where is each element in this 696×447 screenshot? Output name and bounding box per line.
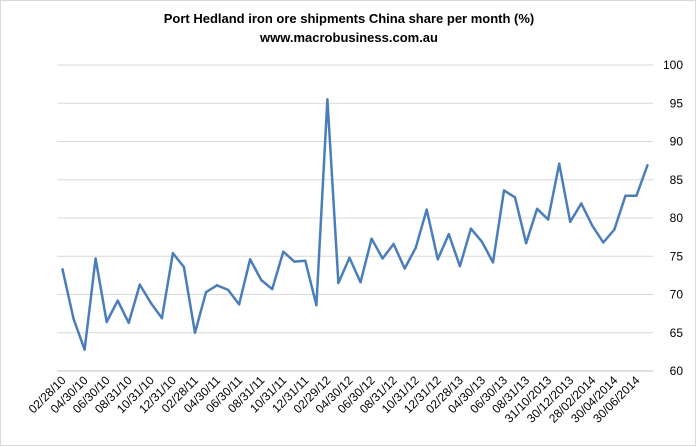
data-point — [237, 303, 241, 306]
data-point — [94, 257, 97, 260]
data-point — [624, 194, 627, 198]
chart-title: Port Hedland iron ore shipments China sh… — [163, 11, 535, 26]
data-point — [359, 281, 362, 284]
y-tick-label: 80 — [670, 211, 684, 225]
data-point — [149, 301, 153, 305]
y-tick-label: 90 — [670, 135, 684, 149]
data-point — [381, 257, 384, 260]
data-point — [315, 304, 318, 307]
data-point — [546, 218, 550, 221]
data-point — [72, 317, 75, 321]
data-point — [480, 240, 484, 243]
data-point — [127, 321, 130, 325]
y-tick-label: 85 — [670, 173, 684, 187]
data-point — [524, 242, 528, 245]
data-point — [414, 246, 417, 250]
y-tick-label: 70 — [670, 288, 684, 302]
data-point — [138, 283, 141, 286]
data-point — [271, 287, 274, 291]
data-point — [182, 265, 186, 269]
y-tick-label: 95 — [670, 96, 684, 110]
data-point — [491, 261, 495, 264]
data-point — [436, 258, 439, 261]
data-point — [569, 220, 572, 224]
data-point — [580, 202, 583, 205]
data-point — [248, 258, 252, 261]
data-point — [105, 320, 108, 324]
data-point — [326, 98, 329, 101]
y-tick-label: 60 — [670, 364, 684, 378]
data-point — [447, 232, 451, 236]
data-point — [557, 162, 561, 165]
data-point — [646, 164, 649, 167]
data-point — [502, 189, 506, 192]
data-point — [403, 267, 406, 270]
data-point — [259, 278, 263, 282]
data-point — [613, 228, 616, 231]
data-point — [337, 281, 340, 285]
data-point — [215, 284, 219, 287]
data-point — [116, 299, 119, 302]
data-point — [348, 256, 351, 259]
data-point — [602, 241, 605, 244]
data-point — [370, 237, 373, 240]
data-point — [635, 194, 638, 198]
data-point — [193, 331, 197, 334]
chart-subtitle: www.macrobusiness.com.au — [260, 30, 438, 45]
data-point — [513, 196, 517, 199]
data-point — [392, 242, 395, 246]
data-point — [458, 264, 462, 268]
series-line — [61, 98, 649, 351]
y-tick-label: 65 — [670, 326, 684, 340]
data-point — [204, 291, 208, 294]
data-point — [293, 260, 296, 263]
data-point — [425, 208, 428, 211]
data-point — [304, 259, 307, 263]
data-point — [226, 288, 230, 292]
data-point — [61, 268, 64, 271]
data-point — [83, 348, 86, 351]
data-point — [171, 251, 175, 255]
y-tick-label: 100 — [663, 58, 683, 72]
data-point — [282, 250, 285, 253]
y-tick-label: 75 — [670, 249, 684, 263]
data-point — [160, 317, 164, 320]
data-point — [591, 224, 594, 227]
data-point — [469, 227, 473, 230]
data-point — [535, 207, 539, 211]
